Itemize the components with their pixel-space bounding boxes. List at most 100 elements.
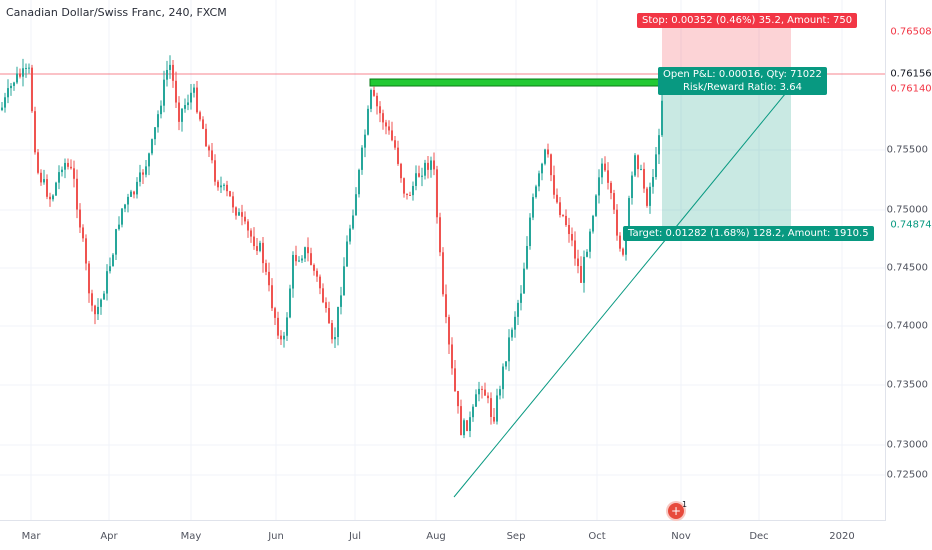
stop-zone[interactable] [662, 20, 791, 74]
candle-body [490, 398, 492, 417]
candle-body [472, 406, 474, 418]
candle-body [244, 216, 246, 222]
candle-body [430, 160, 432, 170]
candle-body [34, 111, 36, 153]
candle-body [94, 305, 96, 315]
candle-body [598, 177, 600, 196]
event-count: 1 [682, 500, 688, 509]
candle-body [559, 202, 561, 215]
candle-body [187, 102, 189, 106]
candle-body [124, 204, 126, 209]
candle-body [286, 317, 288, 336]
candle-body [250, 230, 252, 237]
candle-body [343, 266, 345, 296]
candle-body [40, 172, 42, 183]
candle-body [427, 162, 429, 170]
price-tick: 0.73500 [886, 379, 928, 391]
candle-body [511, 329, 513, 338]
candle-body [424, 162, 426, 176]
candle-body [52, 195, 54, 200]
candle-body [154, 127, 156, 140]
target-zone[interactable] [662, 74, 791, 234]
candle-body [361, 147, 363, 170]
candle-body [349, 228, 351, 242]
price-axis[interactable]: 0.72500 0.73000 0.73500 0.74000 0.74500 … [885, 0, 932, 521]
economic-event-icon[interactable]: + [668, 503, 684, 519]
candle-body [43, 179, 45, 183]
candle-body [271, 285, 273, 309]
candle-body [7, 88, 9, 98]
candle-body [508, 337, 510, 362]
candle-body [214, 160, 216, 182]
candle-body [376, 95, 378, 107]
price-tick: 0.73000 [886, 439, 928, 451]
candle-body [523, 268, 525, 294]
candle-body [37, 152, 39, 173]
candle-body [382, 113, 384, 123]
candle-body [325, 302, 327, 309]
candle-body [628, 198, 630, 232]
candle-body [412, 185, 414, 196]
candle-body [316, 270, 318, 277]
candle-body [469, 417, 471, 431]
candle-body [403, 178, 405, 194]
candle-body [301, 258, 303, 261]
candle-body [592, 215, 594, 232]
candle-body [256, 246, 258, 251]
candle-body [532, 197, 534, 218]
time-tick: Mar [21, 531, 41, 542]
candle-body [160, 105, 162, 115]
candle-body [217, 181, 219, 188]
candle-body [526, 246, 528, 269]
candle-body [562, 214, 564, 216]
candle-body [442, 252, 444, 295]
time-tick: Dec [749, 531, 769, 542]
candle-body [505, 361, 507, 367]
candle-body [514, 316, 516, 330]
time-axis[interactable]: Mar Apr May Jun Jul Aug Sep Oct Nov Dec … [0, 520, 886, 550]
candle-body [313, 264, 315, 271]
candle-body [538, 173, 540, 187]
time-tick: Jun [268, 531, 284, 542]
candle-body [577, 258, 579, 267]
candle-body [262, 242, 264, 264]
candle-body [328, 308, 330, 324]
candle-body [649, 186, 651, 206]
candle-body [463, 420, 465, 436]
candle-body [178, 102, 180, 122]
pnl-label[interactable]: Open P&L: 0.00016, Qty: 71022 Risk/Rewar… [658, 67, 827, 95]
candle-body [544, 149, 546, 164]
candle-body [334, 337, 336, 340]
candle-body [25, 67, 27, 69]
candle-body [67, 162, 69, 167]
candle-body [268, 271, 270, 286]
candle-body [640, 168, 642, 170]
candle-body [625, 231, 627, 255]
candle-body [421, 175, 423, 177]
trendline-lower[interactable] [453, 243, 663, 498]
candle-body [199, 112, 201, 120]
candle-body [307, 247, 309, 254]
candle-body [352, 215, 354, 229]
candle-body [475, 394, 477, 407]
candle-body [547, 149, 549, 155]
candle-body [478, 388, 480, 395]
candle-body [556, 194, 558, 203]
candle-body [385, 122, 387, 127]
candle-body [580, 266, 582, 283]
candle-body [88, 263, 90, 294]
stop-label[interactable]: Stop: 0.00352 (0.46%) 35.2, Amount: 750 [637, 13, 858, 28]
candle-body [64, 162, 66, 170]
candle-body [586, 251, 588, 257]
resistance-zone[interactable] [369, 78, 663, 87]
target-label[interactable]: Target: 0.01282 (1.68%) 128.2, Amount: 1… [623, 226, 874, 241]
candle-body [304, 247, 306, 259]
candle-body [172, 64, 174, 81]
candle-body [28, 67, 30, 69]
candle-body [364, 134, 366, 148]
candle-body [175, 80, 177, 103]
trendline-upper[interactable] [661, 87, 791, 245]
candle-body [73, 168, 75, 179]
candle-body [391, 130, 393, 141]
